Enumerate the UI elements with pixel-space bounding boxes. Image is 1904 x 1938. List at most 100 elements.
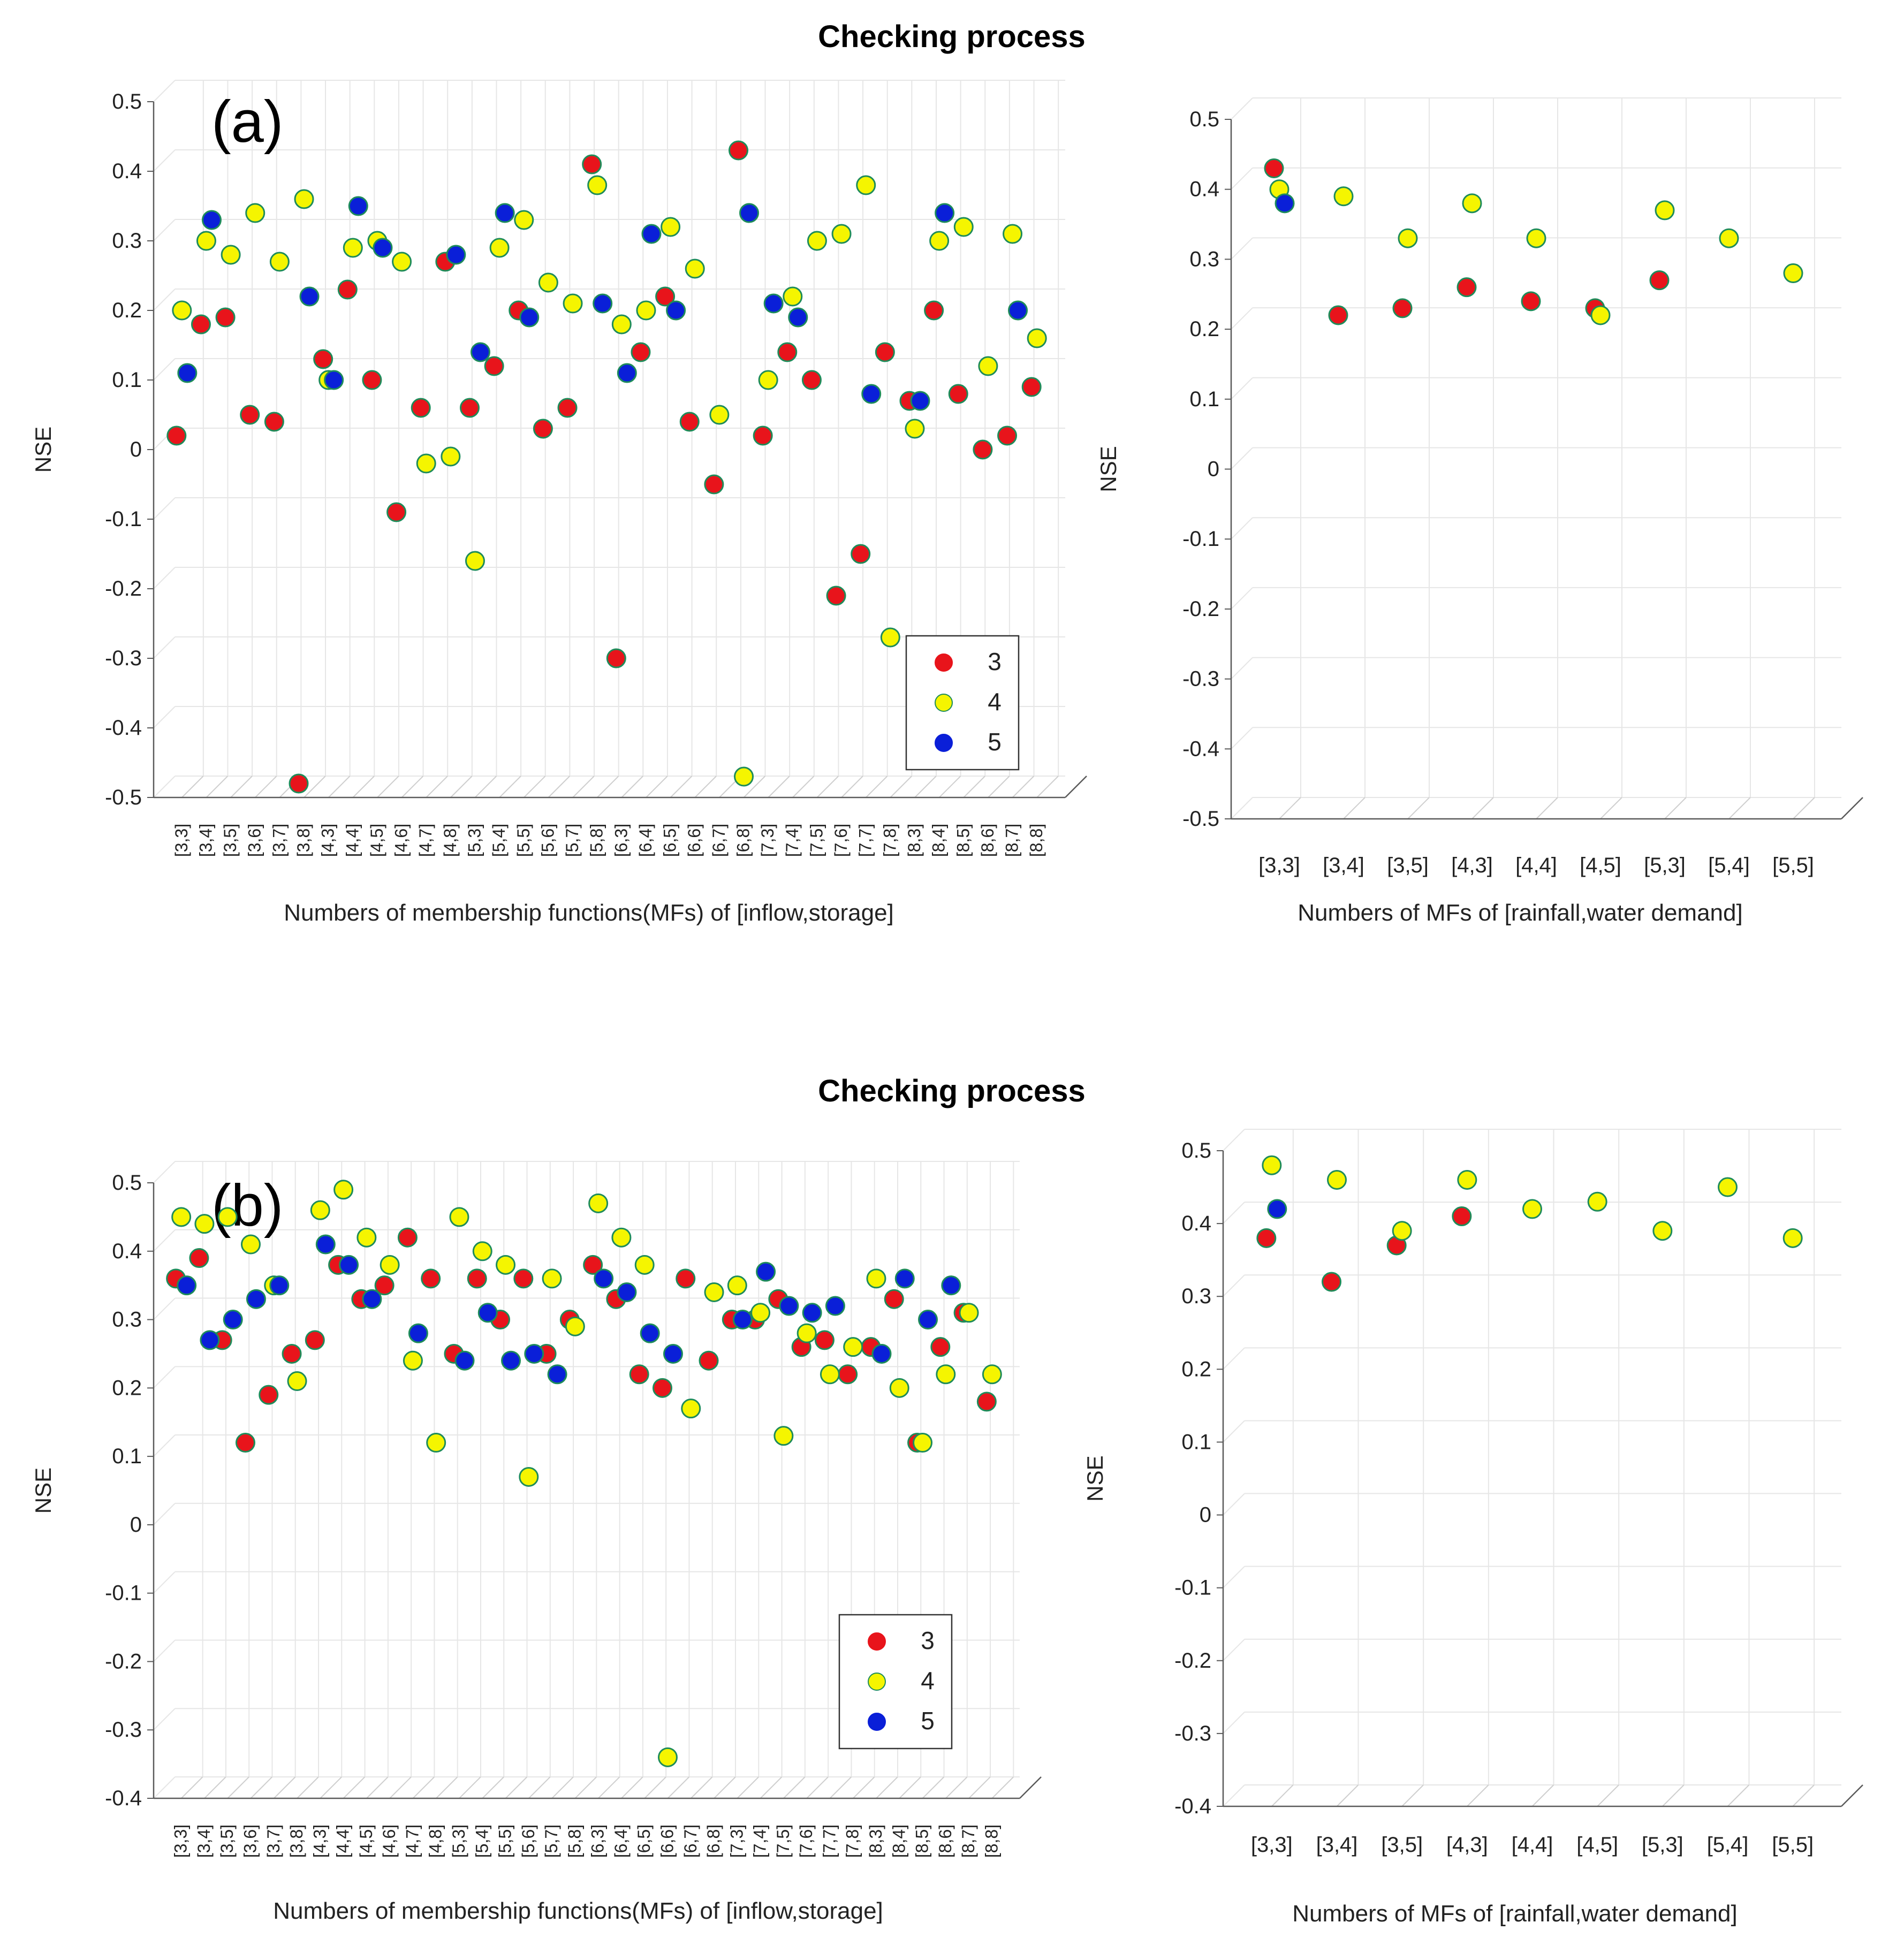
- gridline-x-floor: [1279, 797, 1301, 819]
- y-tick-label: 0.5: [1181, 1139, 1211, 1162]
- panel-label: (a): [211, 89, 283, 155]
- data-point-series-3: [679, 412, 700, 432]
- gridline-x-floor: [474, 776, 497, 798]
- x-axis-depth: [1841, 1784, 1863, 1807]
- x-axis-label: Numbers of MFs of [rainfall,water demand…: [1298, 900, 1742, 926]
- gridline-x-floor: [596, 776, 619, 798]
- gridline-x-floor: [841, 776, 863, 798]
- data-point-series-3: [189, 1248, 209, 1268]
- x-tick-label: [7,6]: [831, 824, 851, 857]
- gridline-y-depth: [1223, 1639, 1245, 1661]
- data-point-series-4: [392, 252, 412, 272]
- gridline-y-depth: [153, 1639, 176, 1662]
- y-tick-label: 0.5: [112, 90, 142, 113]
- data-point-series-5: [177, 363, 198, 383]
- data-point-series-3: [289, 773, 309, 794]
- data-point-series-3: [1457, 277, 1477, 298]
- data-point-series-3: [235, 1433, 255, 1453]
- y-tick-label: 0.2: [112, 1376, 142, 1400]
- data-point-series-4: [953, 217, 974, 237]
- y-tick-label: 0.3: [1189, 247, 1219, 271]
- data-point-series-4: [611, 314, 632, 335]
- x-tick-label: [3,5]: [221, 824, 240, 857]
- gridline-y-depth: [1223, 1129, 1245, 1151]
- data-point-series-4: [807, 231, 827, 251]
- data-point-series-5: [547, 1364, 567, 1385]
- data-point-series-4: [797, 1323, 817, 1343]
- data-point-series-3: [1322, 1272, 1341, 1292]
- x-tick-label: [6,8]: [734, 824, 753, 857]
- gridline-y-depth: [153, 1571, 176, 1594]
- data-point-series-4: [889, 1378, 909, 1398]
- data-point-series-4: [866, 1268, 886, 1289]
- gridline-x-floor: [768, 776, 790, 798]
- x-tick-label: [6,3]: [588, 1825, 608, 1858]
- gridline-x-floor: [963, 776, 985, 798]
- gridline-x-floor: [991, 1776, 1014, 1799]
- gridline-x-floor: [1792, 1784, 1815, 1807]
- data-point-series-4: [978, 356, 998, 376]
- gridline-x-floor: [806, 1776, 829, 1799]
- data-point-series-3: [676, 1268, 696, 1289]
- gridline-x-floor: [890, 776, 913, 798]
- data-point-series-4: [1262, 1155, 1282, 1175]
- data-point-series-3: [1649, 270, 1670, 291]
- gridline-y-depth: [1223, 1420, 1245, 1443]
- y-tick-label: 0: [130, 438, 142, 461]
- data-point-series-5: [910, 391, 930, 411]
- x-tick-label: [5,5]: [1772, 854, 1814, 877]
- data-point-series-4: [1327, 1169, 1347, 1190]
- gridline-x-floor: [499, 776, 521, 798]
- data-point-series-3: [652, 1378, 672, 1398]
- x-tick-label: [7,8]: [843, 1825, 862, 1858]
- data-point-series-4: [734, 766, 754, 787]
- gridline-x-floor: [743, 776, 766, 798]
- gridline-x-floor: [377, 776, 399, 798]
- data-point-series-5: [871, 1343, 892, 1364]
- x-tick-label: [6,5]: [661, 824, 680, 857]
- data-point-series-5: [201, 210, 222, 230]
- data-point-series-3: [282, 1343, 302, 1364]
- gridline-x-floor: [914, 776, 937, 798]
- y-tick-label: 0: [1200, 1503, 1211, 1527]
- x-tick-label: [4,3]: [310, 1825, 329, 1858]
- figure-title-bottom: Checking process: [818, 1074, 1086, 1108]
- gridline-y-depth: [153, 1434, 176, 1457]
- x-tick-label: [8,7]: [1003, 824, 1022, 857]
- data-point-series-4: [416, 453, 436, 474]
- data-point-series-5: [861, 384, 882, 404]
- data-point-series-3: [826, 586, 846, 606]
- legend-label-5: 5: [988, 728, 1002, 756]
- x-tick-label: [4,3]: [1446, 1833, 1488, 1857]
- gridline-x-floor: [792, 776, 815, 798]
- data-point-series-5: [1275, 193, 1295, 214]
- data-point-series-4: [194, 1214, 215, 1234]
- data-point-series-5: [640, 1323, 660, 1343]
- y-tick-label: -0.3: [1182, 667, 1219, 691]
- x-tick-label: [8,4]: [929, 824, 949, 857]
- data-point-series-4: [1398, 228, 1418, 248]
- data-point-series-3: [699, 1350, 719, 1371]
- y-tick-label: 0.5: [112, 1171, 142, 1195]
- y-tick-label: 0.1: [1181, 1430, 1211, 1454]
- gridline-x-floor: [304, 776, 326, 798]
- data-point-series-3: [557, 398, 578, 418]
- legend-marker-5: [935, 734, 953, 752]
- data-point-series-4: [773, 1426, 794, 1446]
- x-tick-label: [4,4]: [343, 824, 362, 857]
- y-tick-label: 0: [1208, 458, 1219, 481]
- x-tick-label: [8,6]: [978, 824, 997, 857]
- legend-marker-5: [868, 1713, 886, 1731]
- x-tick-label: [7,7]: [856, 824, 875, 857]
- x-tick-label: [8,3]: [905, 824, 924, 857]
- legend-label-3: 3: [988, 648, 1002, 675]
- data-point-series-4: [1719, 228, 1739, 248]
- y-tick-label: -0.4: [105, 716, 142, 740]
- data-point-series-4: [1587, 1191, 1607, 1212]
- data-point-series-3: [1256, 1228, 1277, 1248]
- gridline-x-floor: [694, 776, 717, 798]
- gridline-x-floor: [670, 776, 693, 798]
- chart-panel-3: 0.50.40.30.20.10-0.1-0.2-0.3-0.4[3,3] [3,…: [31, 1161, 1042, 1924]
- x-tick-label: [4,3]: [1451, 854, 1493, 877]
- data-point-series-4: [1783, 263, 1803, 284]
